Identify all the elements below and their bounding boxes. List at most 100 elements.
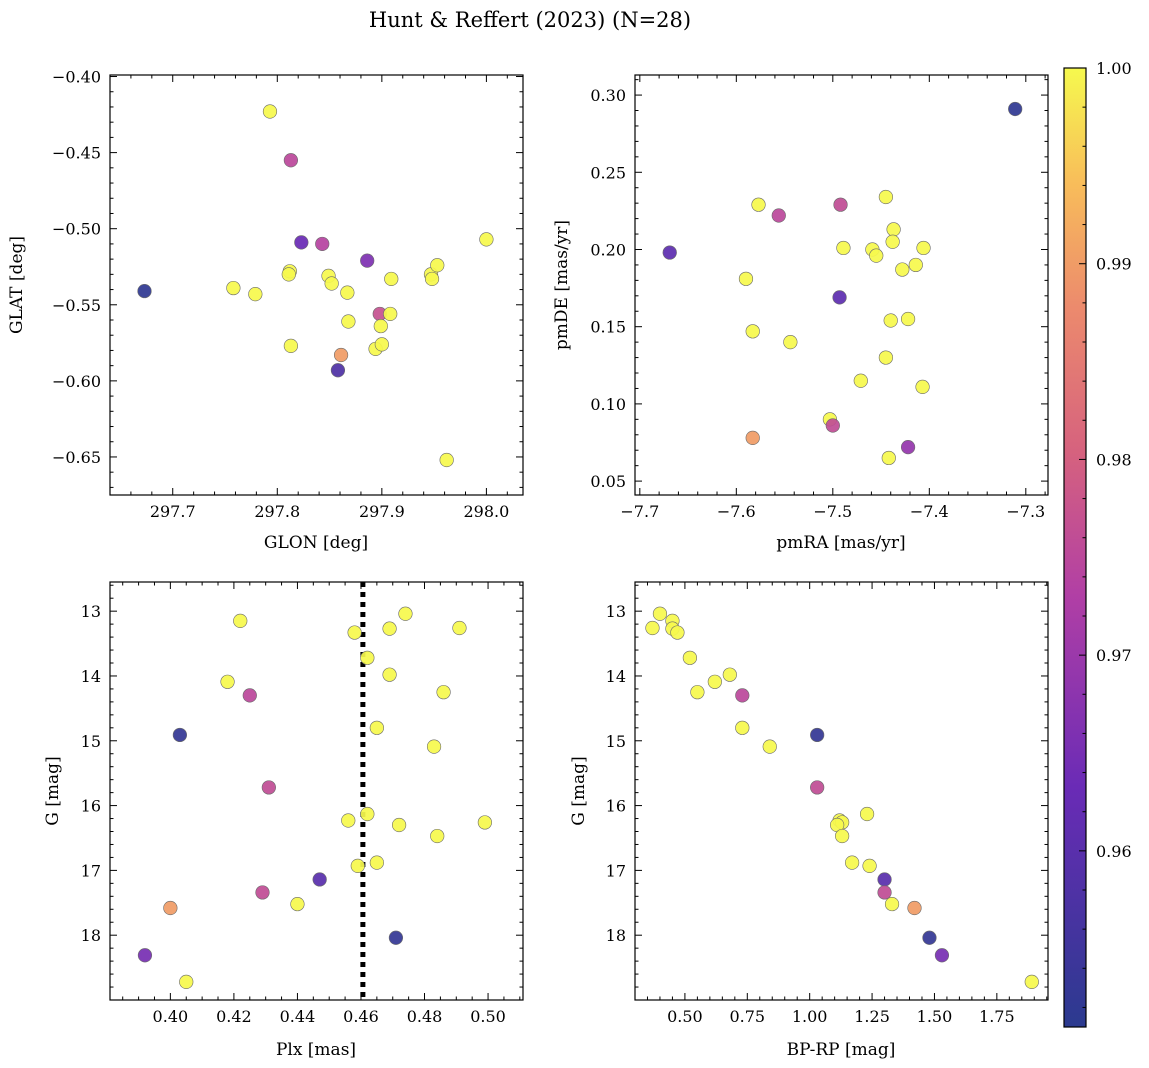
data-point xyxy=(312,872,327,887)
x-tick-label: 0.46 xyxy=(343,1007,379,1026)
data-point xyxy=(771,208,786,223)
frame-pmra-pmde xyxy=(634,74,1049,496)
data-point xyxy=(735,688,750,703)
y-tick-label: 15 xyxy=(606,732,626,751)
data-point xyxy=(341,314,356,329)
data-point xyxy=(360,806,375,822)
data-point xyxy=(853,373,868,388)
data-point xyxy=(392,817,407,833)
data-point xyxy=(436,685,451,700)
x-tick-label: 297.7 xyxy=(150,502,196,521)
data-point xyxy=(900,440,916,455)
data-point xyxy=(452,620,467,636)
data-point xyxy=(722,667,737,682)
y-tick-label: 15 xyxy=(81,732,101,751)
data-point xyxy=(670,625,685,640)
y-tick-label: −0.50 xyxy=(52,220,101,239)
data-point xyxy=(137,948,153,963)
y-tick-label: −0.60 xyxy=(52,372,101,391)
data-point xyxy=(341,813,356,828)
data-point xyxy=(315,236,330,252)
points-glon-glat xyxy=(137,104,494,468)
y-tick-label: 13 xyxy=(81,602,101,621)
ylabel-bprp-g: G [mag] xyxy=(569,756,589,825)
x-tick-label: 0.42 xyxy=(216,1007,252,1026)
data-point xyxy=(735,720,750,735)
data-point xyxy=(762,739,777,754)
data-point xyxy=(388,930,404,945)
data-point xyxy=(738,271,754,286)
data-point xyxy=(479,232,494,247)
data-point xyxy=(878,350,893,365)
data-point xyxy=(652,606,668,621)
frame-plx-g xyxy=(109,581,524,1001)
x-tick-label: 1.00 xyxy=(792,1007,828,1026)
x-tick-label: 0.75 xyxy=(729,1007,765,1026)
y-tick-label: 0.20 xyxy=(590,240,626,259)
x-tick-label: 298.0 xyxy=(463,502,509,521)
ylabel-pmra-pmde: pmDE [mas/yr] xyxy=(552,220,572,350)
data-point xyxy=(1008,101,1023,117)
data-point xyxy=(877,872,892,887)
data-point xyxy=(745,430,760,445)
data-point xyxy=(885,234,900,249)
ticks-plx-g xyxy=(110,582,523,1001)
data-point xyxy=(915,379,930,395)
x-tick-label: 1.50 xyxy=(917,1007,953,1026)
data-point xyxy=(810,727,825,743)
x-tick-label: 0.50 xyxy=(667,1007,703,1026)
data-point xyxy=(340,285,355,300)
data-point xyxy=(832,290,847,305)
data-point xyxy=(369,720,384,735)
data-point xyxy=(233,613,248,628)
data-point xyxy=(836,240,851,256)
y-tick-label: 14 xyxy=(606,667,626,686)
data-point xyxy=(398,606,413,621)
data-point xyxy=(810,780,825,795)
data-point xyxy=(283,153,298,168)
panel-glon-glat: 297.7 297.8 297.9 298.0 −0.40 −0.45 −0.50 −0.55… xyxy=(7,68,524,553)
data-point xyxy=(290,896,305,912)
panel-plx-g: 0.40 0.42 0.44 0.46 0.48 0.50 13 14 15 16 17 18 Plx… xyxy=(43,581,524,1060)
panel-bprp-g: 0.50 0.75 1.00 1.25 1.50 1.75 13 14 15 16 17 18 BP-… xyxy=(569,581,1049,1060)
ticklabels-glon-glat: 297.7 297.8 297.9 298.0 −0.40 −0.45 −0.50 −0.55… xyxy=(52,68,509,521)
data-point xyxy=(934,948,950,963)
data-point xyxy=(690,685,705,700)
points-bprp-g xyxy=(645,606,1039,989)
data-point xyxy=(881,450,896,466)
data-point xyxy=(862,858,877,873)
data-point xyxy=(878,189,893,205)
ylabel-glon-glat: GLAT [deg] xyxy=(7,236,27,334)
data-point xyxy=(347,625,362,640)
x-tick-label: 297.9 xyxy=(359,502,405,521)
data-point xyxy=(845,855,860,870)
data-point xyxy=(382,621,397,636)
data-point xyxy=(294,235,309,250)
data-point xyxy=(883,313,898,328)
figure-title: Hunt & Reffert (2023) (N=28) xyxy=(369,8,691,32)
data-point xyxy=(333,347,349,363)
y-tick-label: 16 xyxy=(606,797,626,816)
xlabel-glon-glat: GLON [deg] xyxy=(264,533,368,553)
data-point xyxy=(907,900,922,916)
y-tick-label: −0.45 xyxy=(52,144,101,163)
colorbar-tick-label: 0.96 xyxy=(1096,842,1132,861)
colorbar-frame xyxy=(1063,67,1087,1028)
x-tick-label: −7.4 xyxy=(910,502,949,521)
y-tick-label: 18 xyxy=(81,926,101,945)
data-point xyxy=(424,271,440,287)
x-tick-label: 0.50 xyxy=(470,1007,506,1026)
points-pmra-pmde xyxy=(662,101,1023,466)
y-tick-label: 0.25 xyxy=(590,163,626,182)
data-point xyxy=(707,674,722,689)
data-point xyxy=(373,318,388,334)
data-point xyxy=(374,337,389,352)
ylabel-plx-g: G [mag] xyxy=(43,756,63,825)
y-tick-label: 18 xyxy=(606,926,626,945)
data-point xyxy=(163,900,178,916)
y-tick-label: 0.05 xyxy=(590,472,626,491)
data-point xyxy=(283,338,298,353)
data-point xyxy=(1024,974,1039,989)
y-tick-label: 0.30 xyxy=(590,86,626,105)
